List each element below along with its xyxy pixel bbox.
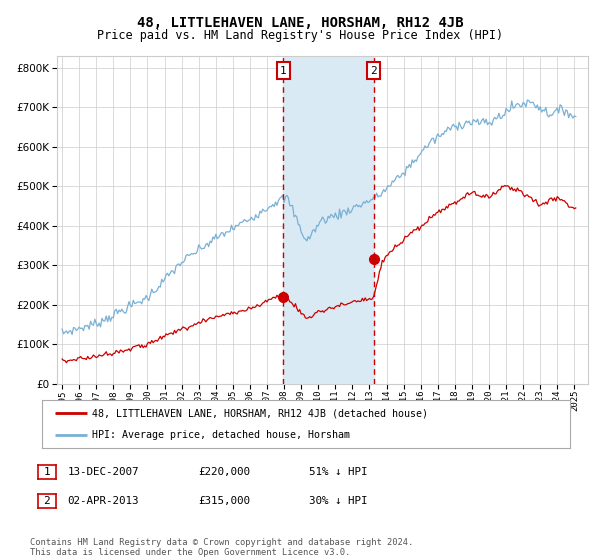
Text: 2: 2 <box>43 496 50 506</box>
Text: Price paid vs. HM Land Registry's House Price Index (HPI): Price paid vs. HM Land Registry's House … <box>97 29 503 42</box>
Bar <box>283 56 374 384</box>
Text: Contains HM Land Registry data © Crown copyright and database right 2024.
This d: Contains HM Land Registry data © Crown c… <box>30 538 413 557</box>
Text: 48, LITTLEHAVEN LANE, HORSHAM, RH12 4JB (detached house): 48, LITTLEHAVEN LANE, HORSHAM, RH12 4JB … <box>92 408 428 418</box>
Text: 30% ↓ HPI: 30% ↓ HPI <box>309 496 367 506</box>
Text: 13-DEC-2007: 13-DEC-2007 <box>67 467 139 477</box>
Text: 51% ↓ HPI: 51% ↓ HPI <box>309 467 367 477</box>
Text: HPI: Average price, detached house, Horsham: HPI: Average price, detached house, Hors… <box>92 430 350 440</box>
Text: 2: 2 <box>370 66 377 76</box>
Text: 1: 1 <box>280 66 287 76</box>
Text: £220,000: £220,000 <box>198 467 250 477</box>
Text: 1: 1 <box>43 467 50 477</box>
Text: 02-APR-2013: 02-APR-2013 <box>67 496 139 506</box>
Text: 48, LITTLEHAVEN LANE, HORSHAM, RH12 4JB: 48, LITTLEHAVEN LANE, HORSHAM, RH12 4JB <box>137 16 463 30</box>
Text: £315,000: £315,000 <box>198 496 250 506</box>
